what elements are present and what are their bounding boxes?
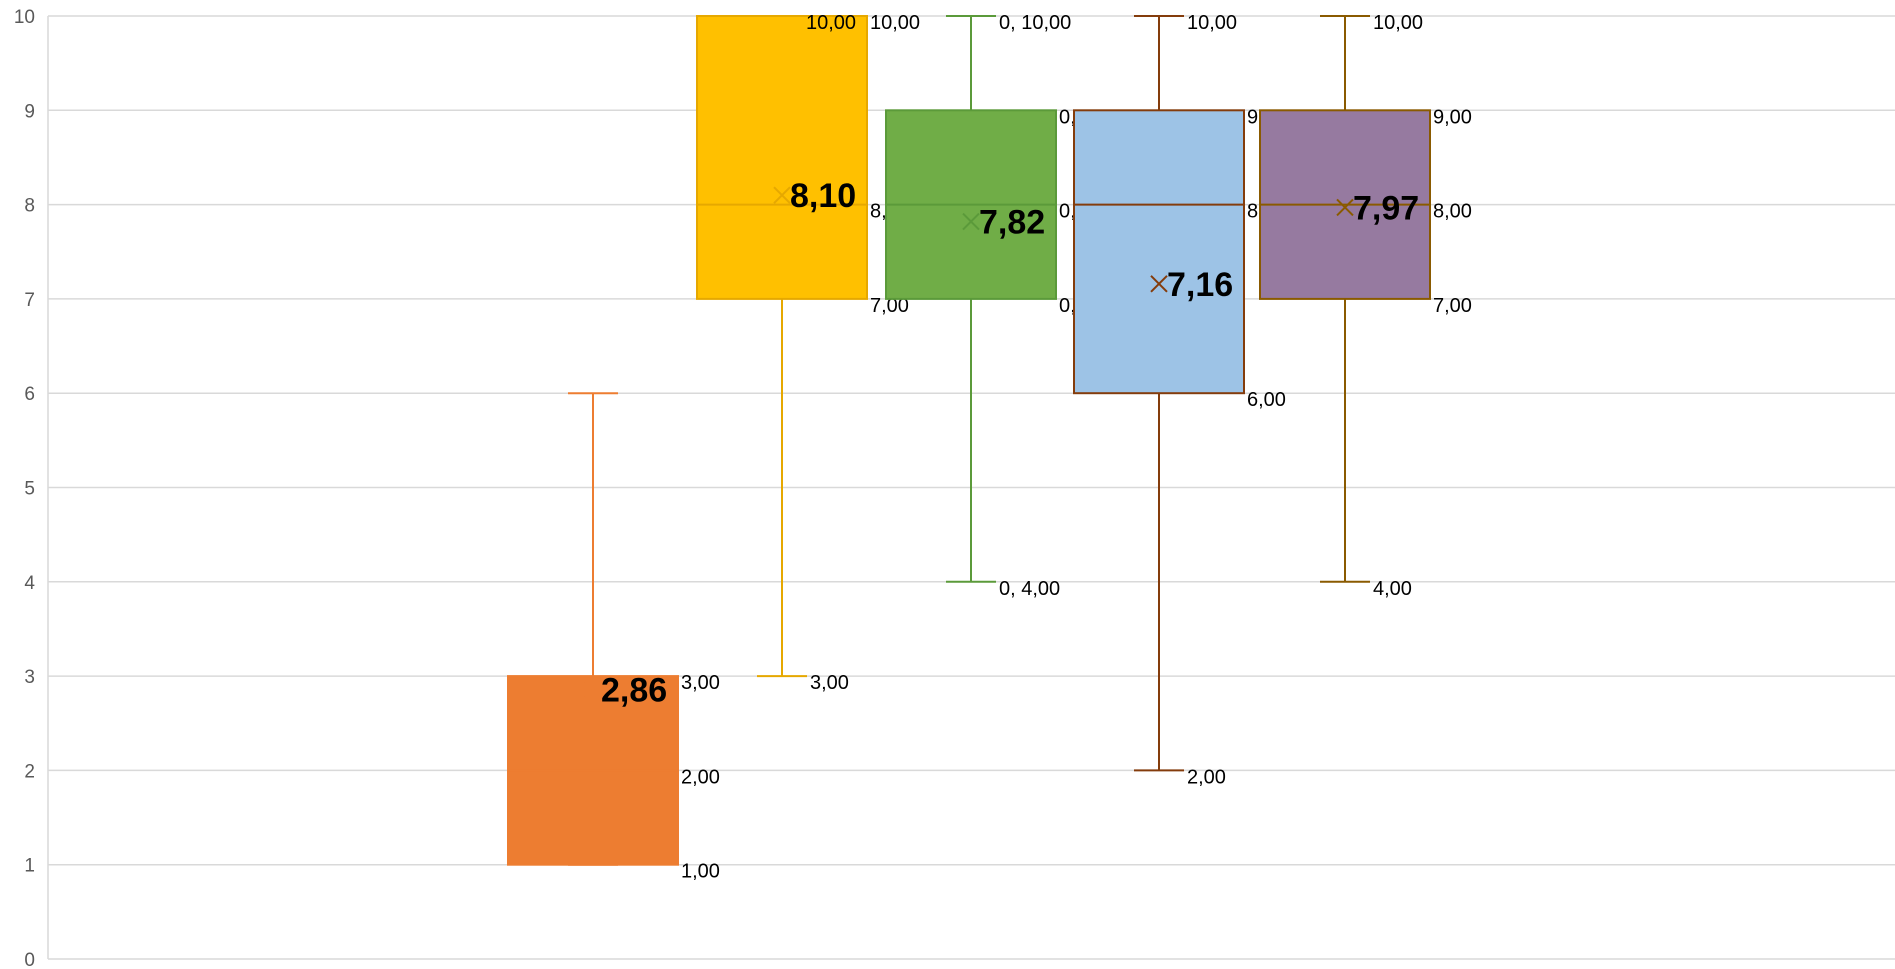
data-label: 2,00 [681, 766, 720, 788]
data-label: 9,00 [1433, 106, 1472, 128]
data-label: 10,00 [806, 12, 856, 34]
box-series-group: 2,86 3,00 2,00 1,00 8,10 10,00 10,00 8,00 7,00 3,… [507, 12, 1472, 883]
y-axis: 0 1 2 3 4 5 6 7 8 9 10 [14, 7, 49, 969]
mean-marker [1336, 198, 1354, 217]
data-label: 3,00 [681, 672, 720, 694]
y-tick-label: 4 [24, 573, 35, 594]
y-tick-label: 2 [24, 761, 35, 782]
mean-label: 2,86 [601, 671, 667, 709]
mean-marker [962, 212, 980, 231]
box-series-5: 7,97 10,00 9,00 8,00 7,00 4,00 [1259, 12, 1472, 600]
y-tick-label: 6 [24, 384, 35, 405]
mean-marker [773, 186, 791, 204]
y-tick-label: 5 [24, 479, 35, 500]
mean-label: 7,16 [1167, 266, 1233, 304]
data-label: 10,00 [1373, 12, 1423, 34]
y-tick-label: 0 [24, 950, 35, 969]
data-label: 2,00 [1187, 766, 1226, 788]
y-tick-label: 9 [24, 101, 35, 122]
mean-label: 7,82 [979, 204, 1045, 242]
y-tick-label: 7 [24, 290, 35, 311]
data-label: 7,00 [1433, 295, 1472, 317]
data-label: 10,00 [870, 12, 920, 34]
data-label: 1,00 [681, 861, 720, 883]
data-label: 4,00 [1373, 578, 1412, 600]
mean-label: 8,10 [790, 177, 856, 215]
box-rect [1073, 109, 1245, 395]
data-label: 0, 4,00 [999, 578, 1060, 600]
mean-label: 7,97 [1353, 189, 1419, 227]
data-label: 6,00 [1247, 389, 1286, 411]
y-tick-label: 10 [14, 7, 35, 28]
box-series-1: 2,86 3,00 2,00 1,00 [507, 392, 720, 883]
data-label: 7,00 [870, 295, 909, 317]
y-tick-label: 1 [24, 856, 35, 877]
mean-marker [1150, 275, 1168, 293]
y-tick-label: 3 [24, 667, 35, 688]
mean-marker [584, 680, 602, 699]
data-label: 8,00 [1433, 201, 1472, 223]
data-label: 0, 10,00 [999, 12, 1071, 34]
box-rect [696, 15, 868, 300]
data-label: 10,00 [1187, 12, 1237, 34]
y-tick-label: 8 [24, 196, 35, 217]
data-label: 3,00 [810, 672, 849, 694]
